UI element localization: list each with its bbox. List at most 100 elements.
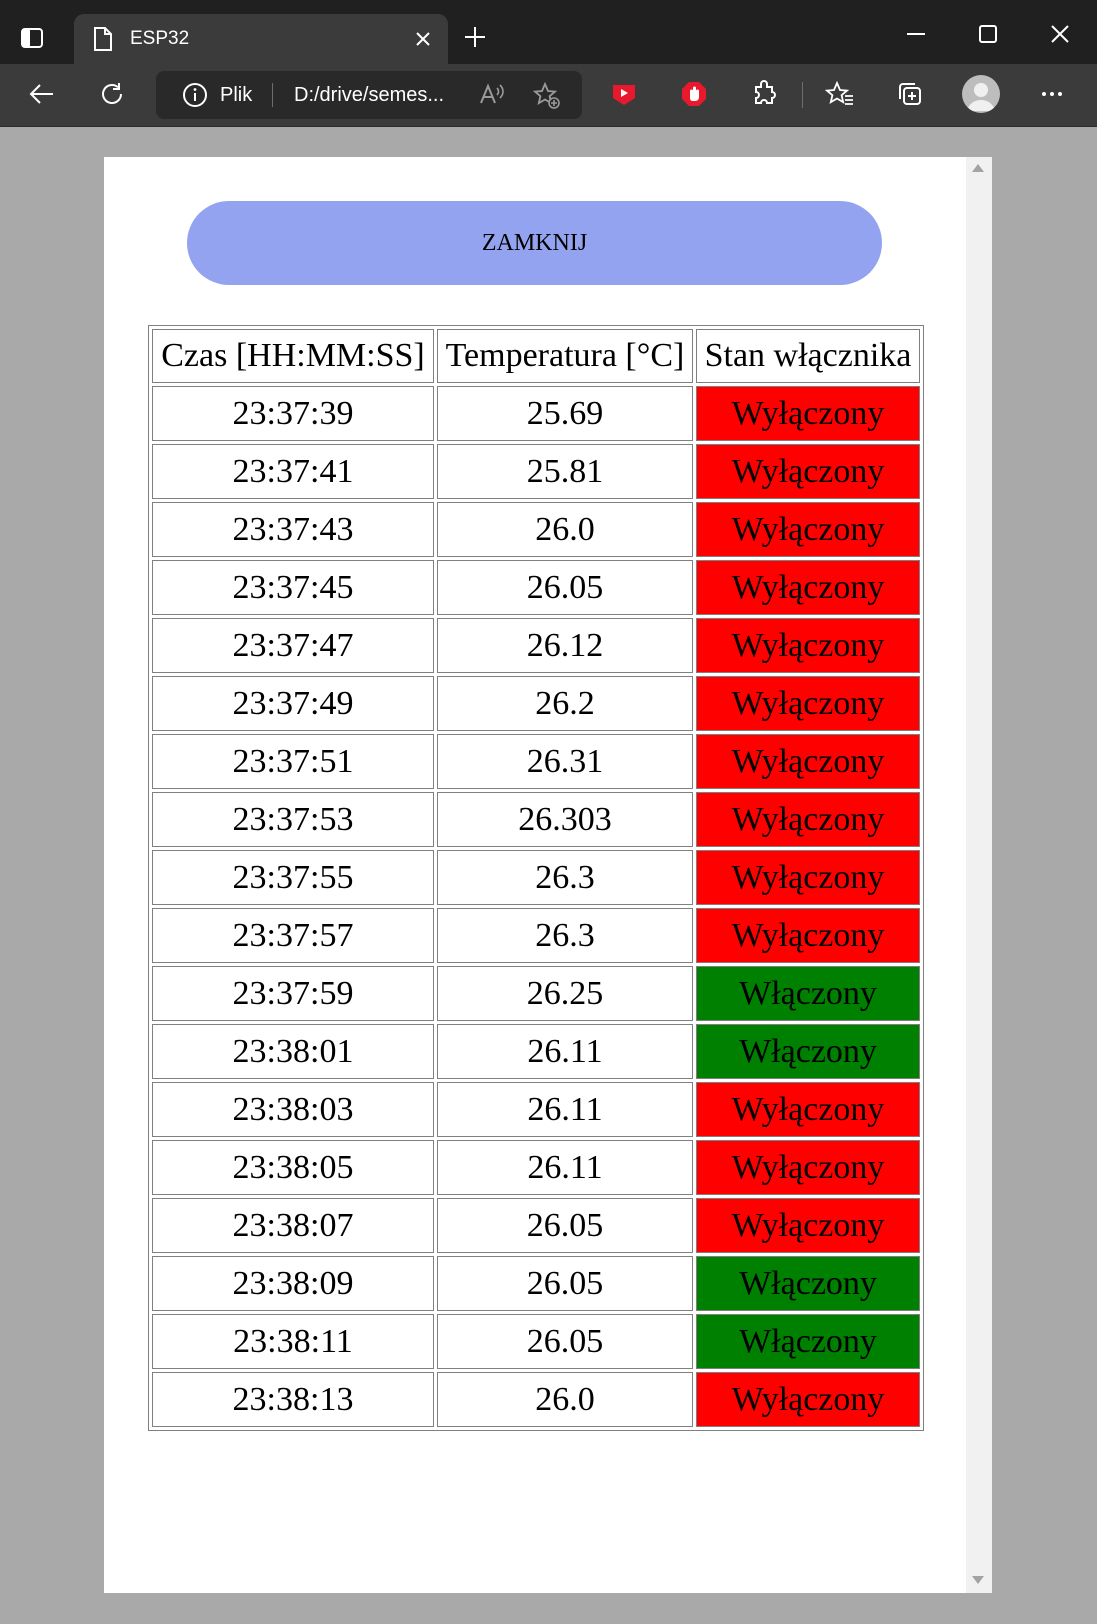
time-cell: 23:37:59 [152, 966, 434, 1021]
read-aloud-icon[interactable] [478, 81, 506, 113]
toolbar-separator [802, 82, 803, 108]
collections-icon[interactable] [894, 78, 926, 110]
header-time: Czas [HH:MM:SS] [152, 329, 434, 383]
time-cell: 23:37:45 [152, 560, 434, 615]
profile-avatar[interactable] [962, 75, 1000, 113]
temperature-cell: 26.2 [437, 676, 693, 731]
time-cell: 23:38:01 [152, 1024, 434, 1079]
address-bar[interactable]: Plik D:/drive/semes... [156, 71, 582, 119]
vertical-scrollbar[interactable] [966, 157, 992, 1593]
temperature-cell: 26.05 [437, 1256, 693, 1311]
switch-state-cell: Wyłączony [696, 502, 920, 557]
address-url[interactable]: D:/drive/semes... [294, 84, 445, 106]
time-cell: 23:37:41 [152, 444, 434, 499]
minimize-icon[interactable] [904, 22, 928, 50]
site-info-icon[interactable] [182, 82, 208, 112]
time-cell: 23:37:57 [152, 908, 434, 963]
temperature-cell: 26.3 [437, 850, 693, 905]
table-row: 23:37:39 25.69 Wyłączony [152, 386, 920, 441]
switch-state-cell: Wyłączony [696, 850, 920, 905]
switch-state-cell: Włączony [696, 1024, 920, 1079]
browser-toolbar: Plik D:/drive/semes... [0, 64, 1097, 127]
address-scheme-label: Plik [220, 84, 253, 106]
table-row: 23:37:49 26.2 Wyłączony [152, 676, 920, 731]
table-row: 23:37:43 26.0 Wyłączony [152, 502, 920, 557]
more-options-icon[interactable] [1036, 78, 1068, 110]
scroll-down-icon[interactable] [972, 1576, 984, 1584]
temperature-cell: 26.05 [437, 1314, 693, 1369]
switch-state-cell: Włączony [696, 1256, 920, 1311]
browser-tab[interactable]: ESP32 [74, 14, 448, 64]
refresh-icon[interactable] [96, 78, 128, 110]
new-tab-icon[interactable] [462, 24, 488, 54]
table-row: 23:38:09 26.05 Włączony [152, 1256, 920, 1311]
switch-state-cell: Wyłączony [696, 444, 920, 499]
switch-state-cell: Wyłączony [696, 1140, 920, 1195]
temperature-cell: 25.69 [437, 386, 693, 441]
temperature-cell: 26.11 [437, 1140, 693, 1195]
temperature-cell: 26.11 [437, 1024, 693, 1079]
table-row: 23:37:57 26.3 Wyłączony [152, 908, 920, 963]
tab-title: ESP32 [130, 28, 190, 49]
temperature-cell: 26.303 [437, 792, 693, 847]
close-window-icon[interactable] [1048, 22, 1072, 50]
title-bar: ESP32 [0, 0, 1097, 64]
time-cell: 23:38:07 [152, 1198, 434, 1253]
page-icon [92, 26, 114, 56]
scroll-up-icon[interactable] [972, 164, 984, 172]
table-row: 23:37:45 26.05 Wyłączony [152, 560, 920, 615]
time-cell: 23:37:47 [152, 618, 434, 673]
add-favorite-icon[interactable] [532, 81, 562, 115]
readings-table: Czas [HH:MM:SS] Temperatura [°C] Stan wł… [148, 325, 924, 1431]
tab-close-icon[interactable] [412, 28, 434, 54]
temperature-cell: 26.05 [437, 1198, 693, 1253]
time-cell: 23:37:39 [152, 386, 434, 441]
zamknij-button[interactable]: ZAMKNIJ [187, 201, 882, 285]
table-row: 23:38:13 26.0 Wyłączony [152, 1372, 920, 1427]
tab-actions-icon[interactable] [18, 24, 46, 52]
temperature-cell: 26.3 [437, 908, 693, 963]
header-switch-state: Stan włącznika [696, 329, 920, 383]
temperature-cell: 25.81 [437, 444, 693, 499]
time-cell: 23:38:11 [152, 1314, 434, 1369]
temperature-cell: 26.05 [437, 560, 693, 615]
table-row: 23:37:47 26.12 Wyłączony [152, 618, 920, 673]
temperature-cell: 26.0 [437, 502, 693, 557]
table-row: 23:38:03 26.11 Wyłączony [152, 1082, 920, 1137]
switch-state-cell: Wyłączony [696, 908, 920, 963]
switch-state-cell: Wyłączony [696, 1082, 920, 1137]
extensions-icon[interactable] [748, 78, 780, 110]
time-cell: 23:37:55 [152, 850, 434, 905]
switch-state-cell: Wyłączony [696, 560, 920, 615]
temperature-cell: 26.0 [437, 1372, 693, 1427]
time-cell: 23:37:53 [152, 792, 434, 847]
time-cell: 23:38:13 [152, 1372, 434, 1427]
maximize-icon[interactable] [976, 22, 1000, 50]
table-row: 23:37:53 26.303 Wyłączony [152, 792, 920, 847]
address-separator [272, 83, 273, 107]
temperature-cell: 26.31 [437, 734, 693, 789]
time-cell: 23:37:49 [152, 676, 434, 731]
time-cell: 23:37:51 [152, 734, 434, 789]
switch-state-cell: Wyłączony [696, 676, 920, 731]
time-cell: 23:38:05 [152, 1140, 434, 1195]
switch-state-cell: Wyłączony [696, 386, 920, 441]
switch-state-cell: Wyłączony [696, 792, 920, 847]
favorites-icon[interactable] [824, 78, 856, 110]
switch-state-cell: Wyłączony [696, 618, 920, 673]
time-cell: 23:38:03 [152, 1082, 434, 1137]
back-icon[interactable] [26, 78, 58, 110]
table-row: 23:37:51 26.31 Wyłączony [152, 734, 920, 789]
switch-state-cell: Wyłączony [696, 734, 920, 789]
table-row: 23:38:05 26.11 Wyłączony [152, 1140, 920, 1195]
table-row: 23:38:11 26.05 Włączony [152, 1314, 920, 1369]
youtube-extension-icon[interactable] [608, 78, 640, 110]
adblock-extension-icon[interactable] [678, 78, 710, 110]
time-cell: 23:38:09 [152, 1256, 434, 1311]
temperature-cell: 26.12 [437, 618, 693, 673]
switch-state-cell: Włączony [696, 1314, 920, 1369]
switch-state-cell: Wyłączony [696, 1372, 920, 1427]
table-row: 23:37:55 26.3 Wyłączony [152, 850, 920, 905]
table-row: 23:37:59 26.25 Włączony [152, 966, 920, 1021]
table-header-row: Czas [HH:MM:SS] Temperatura [°C] Stan wł… [152, 329, 920, 383]
